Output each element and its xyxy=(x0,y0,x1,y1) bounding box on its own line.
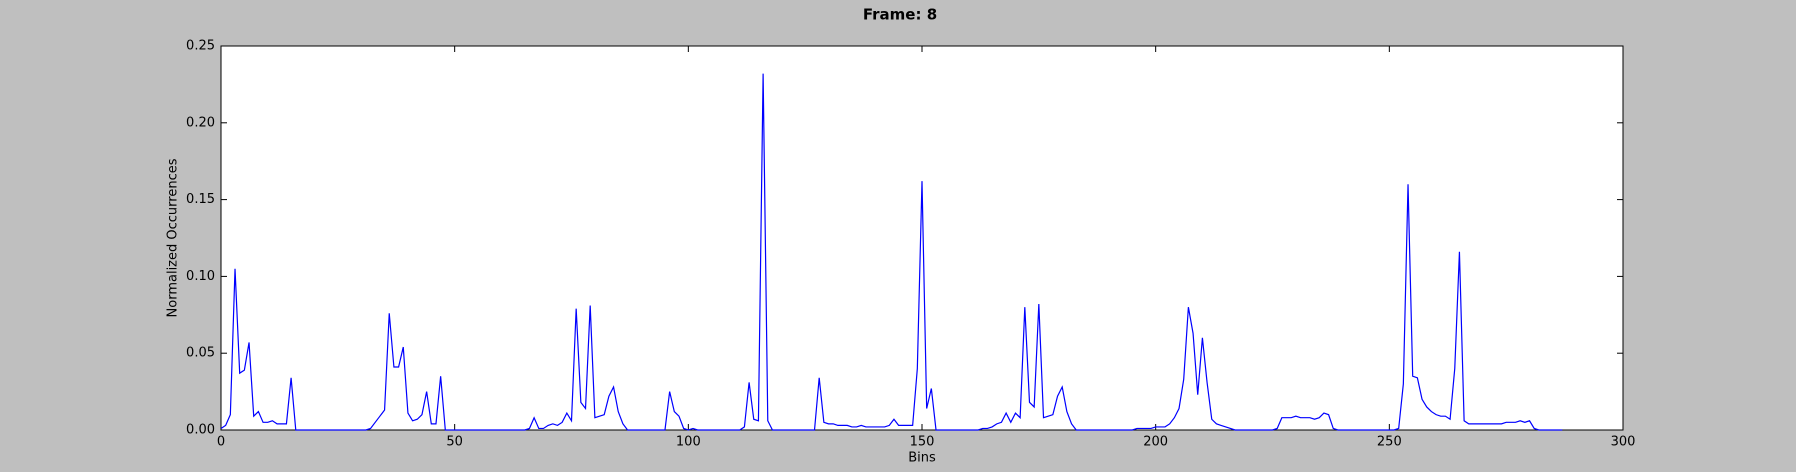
y-tick-label: 0.15 xyxy=(186,192,215,207)
y-tick-label: 0.00 xyxy=(186,423,215,438)
x-tick-label: 100 xyxy=(676,435,701,450)
data-line xyxy=(220,73,1563,431)
y-tick-label: 0.25 xyxy=(186,39,215,54)
x-tick-label: 150 xyxy=(910,435,935,450)
y-tick-label: 0.20 xyxy=(186,115,215,130)
x-tick-label: 200 xyxy=(1143,435,1168,450)
y-axis-label: Normalized Occurrences xyxy=(166,158,181,317)
y-tick-label: 0.05 xyxy=(186,346,215,361)
chart-title: Frame: 8 xyxy=(863,6,937,24)
x-tick-label: 300 xyxy=(1611,435,1636,450)
y-tick-label: 0.10 xyxy=(186,269,215,284)
plot-area xyxy=(220,45,1624,431)
x-axis-label: Bins xyxy=(908,451,936,466)
x-tick-label: 0 xyxy=(217,435,225,450)
x-tick-label: 50 xyxy=(446,435,463,450)
x-tick-label: 250 xyxy=(1377,435,1402,450)
